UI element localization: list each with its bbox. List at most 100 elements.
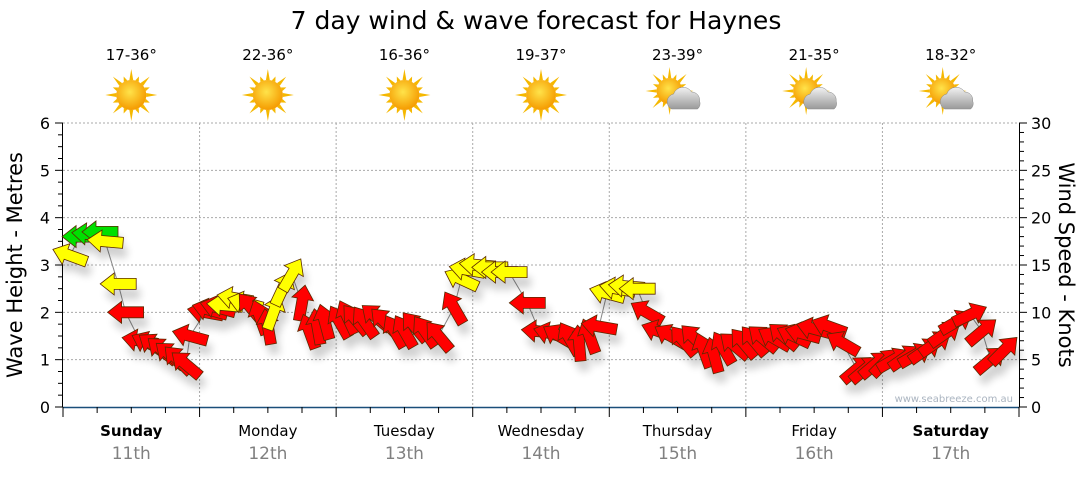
sun-ray bbox=[652, 98, 662, 108]
wind-arrow bbox=[950, 302, 988, 328]
sun-ray bbox=[386, 76, 396, 86]
sun-ray bbox=[402, 69, 407, 81]
sun-ray bbox=[789, 74, 799, 84]
sun-ray bbox=[789, 84, 795, 88]
wind-arrow bbox=[580, 314, 619, 338]
y2-tick-label: 0 bbox=[1031, 398, 1041, 417]
day-name: Tuesday bbox=[373, 422, 435, 440]
wind-arrow bbox=[964, 319, 997, 348]
sun-icon bbox=[105, 69, 158, 121]
sun-ray bbox=[260, 107, 264, 114]
sun-ray bbox=[789, 94, 795, 98]
sun-ray bbox=[280, 87, 287, 92]
sun-ray bbox=[112, 87, 119, 92]
cloud bbox=[803, 86, 837, 110]
day-name: Sunday bbox=[100, 422, 163, 440]
sun-ray bbox=[112, 98, 119, 103]
sun-ray bbox=[539, 109, 543, 121]
sun-ray bbox=[645, 89, 657, 93]
y2-tick-label: 10 bbox=[1031, 303, 1051, 322]
day-temperature: 19-37° bbox=[515, 46, 566, 64]
sun-icon bbox=[241, 69, 294, 121]
sun-icon bbox=[515, 69, 567, 121]
wind-arrow bbox=[618, 276, 656, 301]
sun-ray bbox=[271, 76, 276, 83]
sun-ray bbox=[941, 67, 945, 79]
sun-ray bbox=[135, 76, 139, 83]
sun-disc bbox=[252, 80, 283, 110]
sun-ray bbox=[782, 89, 794, 93]
day-name: Monday bbox=[238, 422, 297, 440]
arrow-shadow bbox=[282, 268, 308, 303]
wind-arrow bbox=[277, 258, 304, 294]
day-name: Wednesday bbox=[498, 422, 585, 440]
day-date: 12th bbox=[248, 444, 287, 464]
sun-ray bbox=[799, 74, 803, 80]
sun-ray bbox=[386, 104, 396, 114]
day-temperature: 16-36° bbox=[379, 46, 430, 64]
watermark: www.seabreeze.com.au bbox=[895, 394, 1013, 405]
sun-ray bbox=[662, 102, 667, 108]
sun-ray bbox=[799, 102, 803, 108]
wind-arrow bbox=[86, 229, 124, 253]
sun-ray bbox=[804, 67, 808, 79]
partly-cloudy-icon bbox=[645, 67, 701, 115]
sun-ray bbox=[550, 76, 560, 86]
sun-ray bbox=[918, 89, 930, 93]
day-temperature: 21-35° bbox=[789, 46, 840, 64]
y-axis-label: Wave Height - Metres bbox=[3, 152, 27, 378]
day-temperature: 18-32° bbox=[925, 46, 976, 64]
sun-ray bbox=[662, 74, 667, 80]
sun-ray bbox=[385, 87, 392, 92]
sun-ray bbox=[241, 93, 253, 97]
day-date: 14th bbox=[521, 444, 560, 464]
sun-ray bbox=[265, 109, 270, 121]
sun-ray bbox=[553, 87, 560, 92]
sun-ray bbox=[105, 93, 117, 97]
sun-ray bbox=[249, 87, 255, 92]
sun-ray bbox=[396, 76, 401, 83]
sun-ray bbox=[652, 74, 662, 84]
y2-tick-label: 20 bbox=[1031, 209, 1051, 228]
sun-ray bbox=[946, 74, 950, 80]
sun-ray bbox=[271, 107, 276, 114]
sun-ray bbox=[260, 76, 264, 83]
sun-ray bbox=[667, 67, 672, 79]
daily-weather: 17-36° 22-36° 16-36° 19-37° 23-39° 21-35° 18-3… bbox=[105, 46, 976, 121]
sun-ray bbox=[553, 98, 560, 103]
sun-ray bbox=[533, 76, 538, 83]
sun-ray bbox=[413, 76, 423, 86]
sun-ray bbox=[282, 93, 294, 97]
sun-ray bbox=[814, 74, 824, 84]
sun-ray bbox=[144, 87, 150, 92]
wind-arrow bbox=[490, 260, 528, 284]
day-date: 17th bbox=[931, 444, 970, 464]
cloud bbox=[666, 86, 701, 110]
y-tick-label: 2 bbox=[40, 303, 50, 322]
axes: 0 1 2 3 4 5 6 0 5 10 15 20 25 30 Sunday 11th Monday 12th T… bbox=[40, 114, 1052, 464]
y-tick-label: 4 bbox=[40, 209, 50, 228]
sun-disc bbox=[526, 80, 556, 110]
sun-ray bbox=[249, 104, 259, 114]
sun-ray bbox=[680, 84, 687, 88]
partly-cloudy-icon bbox=[782, 67, 837, 115]
wind-arrow bbox=[987, 337, 1018, 368]
sun-ray bbox=[652, 94, 659, 98]
sun-ray bbox=[522, 98, 529, 103]
day-date: 11th bbox=[112, 444, 151, 464]
day-name: Thursday bbox=[642, 422, 713, 440]
sun-ray bbox=[926, 84, 932, 88]
sun-ray bbox=[522, 104, 532, 114]
wind-arrows bbox=[52, 220, 1018, 386]
sun-disc bbox=[116, 80, 147, 110]
wind-arrow bbox=[826, 331, 862, 358]
day-name: Saturday bbox=[913, 422, 990, 440]
sun-ray bbox=[276, 104, 287, 114]
wind-arrow bbox=[52, 243, 90, 268]
sun-ray bbox=[112, 76, 123, 86]
sun-ray bbox=[419, 93, 431, 97]
sun-ray bbox=[129, 109, 134, 121]
sun-ray bbox=[555, 93, 567, 97]
y-tick-label: 0 bbox=[40, 398, 50, 417]
